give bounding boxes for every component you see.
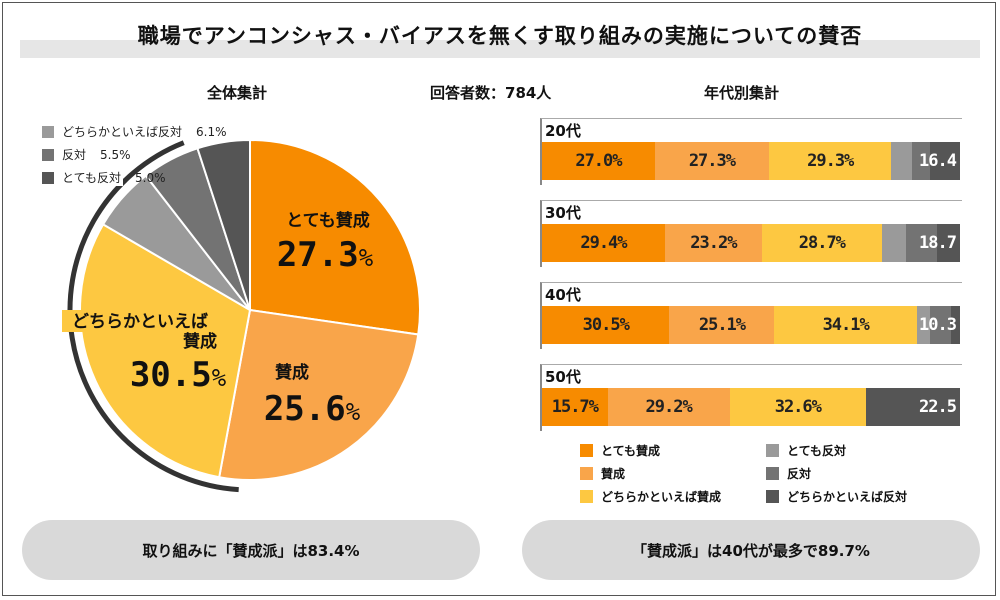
bar-segment: 27.0% — [542, 142, 655, 180]
bar-segment — [936, 224, 960, 262]
bar-legend-swatch — [580, 490, 593, 503]
bar-segment — [865, 388, 960, 426]
age-group-label: 20代 — [545, 122, 581, 140]
pie-label-agree: 賛成 — [275, 362, 309, 383]
bar-segment: 27.3% — [654, 142, 769, 180]
pie-legend-swatch — [42, 148, 54, 161]
pie-legend-swatch — [42, 171, 54, 184]
age-group-label: 50代 — [545, 368, 581, 386]
pie-label-somewhat-agree-line2: 賛成 — [183, 331, 217, 352]
bar-segment — [929, 306, 952, 344]
bar-segment: 30.5% — [542, 306, 670, 344]
pie-slice-very-agree — [249, 138, 421, 336]
age-group-label: 40代 — [545, 286, 581, 304]
stacked-bar: 27.0% 27.3% 29.3% 16.4 — [542, 142, 960, 180]
bar-legend-item: 反対 — [766, 465, 811, 482]
bar-segment — [951, 306, 960, 344]
pie-label-highlight — [62, 310, 220, 332]
title-underline-band — [20, 40, 980, 58]
bar-legend-swatch — [766, 444, 779, 457]
bar-group-bracket — [540, 118, 962, 185]
bar-legend-label: とても賛成 — [601, 444, 661, 458]
bar-segment — [905, 224, 937, 262]
bar-segment — [929, 142, 960, 180]
bar-oppose-total-label: 22.5 — [919, 397, 957, 417]
bar-segment: 29.4% — [542, 224, 665, 262]
bar-legend-label: 反対 — [787, 467, 812, 481]
pie-legend-item: とても反対 5.0% — [42, 166, 227, 189]
pie-label-somewhat-agree-line1: どちらかといえば — [72, 312, 208, 332]
bar-oppose-total-label: 10.3 — [919, 315, 957, 335]
pie-legend-label: 反対 — [60, 146, 89, 163]
pie-legend-value: 5.5% — [100, 147, 131, 162]
bar-legend-swatch — [766, 490, 779, 503]
summary-right: 「賛成派」は40代が最多で89.7% — [522, 520, 980, 580]
pie-legend-label: どちらかといえば反対 — [60, 123, 185, 140]
bar-segment — [881, 224, 906, 262]
respondents-count: 回答者数：784人 — [430, 84, 552, 102]
bar-legend-label: どちらかといえば賛成 — [601, 490, 722, 504]
pie-slice-strongly-oppose — [196, 138, 251, 311]
bar-segment — [891, 142, 912, 180]
summary-left: 取り組みに「賛成派」は83.4% — [22, 520, 480, 580]
pie-legend-label: とても反対 — [60, 169, 124, 186]
stacked-bar: 15.7% 29.2% 32.6% 22.5 — [542, 388, 960, 426]
pie-legend: どちらかといえば反対 6.1% 反対 5.5% とても反対 5.0% — [42, 120, 227, 189]
pie-legend-item: 反対 5.5% — [42, 143, 227, 166]
bar-legend-label: とても反対 — [787, 444, 847, 458]
bar-legend-label: どちらかといえば反対 — [787, 490, 908, 504]
bar-segment: 29.3% — [768, 142, 892, 180]
bar-oppose-total-label: 18.7 — [919, 233, 957, 253]
stacked-bar: 29.4% 23.2% 28.7% 18.7 — [542, 224, 960, 262]
bar-segment: 25.1% — [669, 306, 775, 344]
pie-value-agree: 25.6% — [264, 389, 361, 429]
bar-legend-item: どちらかといえば反対 — [766, 488, 907, 505]
pie-legend-value: 6.1% — [196, 124, 227, 139]
pie-slice-agree — [218, 308, 420, 481]
pie-value-somewhat-agree: 30.5% — [130, 355, 227, 395]
bar-group-bracket — [540, 200, 962, 267]
bar-group-bracket — [540, 282, 962, 349]
bar-segment: 29.2% — [607, 388, 730, 426]
age-group-label: 30代 — [545, 204, 581, 222]
bar-segment: 23.2% — [664, 224, 762, 262]
bar-segment — [911, 142, 930, 180]
bar-legend-swatch — [766, 467, 779, 480]
bar-segment: 28.7% — [761, 224, 882, 262]
bar-legend-item: どちらかといえば賛成 — [580, 488, 721, 505]
pie-slice-somewhat-agree — [79, 223, 252, 479]
pie-value-very-agree: 27.3% — [277, 235, 374, 275]
overall-header: 全体集計 — [207, 84, 268, 102]
pie-legend-swatch — [42, 125, 54, 138]
pie-label-very-agree: とても賛成 — [286, 210, 370, 231]
bar-legend-item: 賛成 — [580, 465, 625, 482]
by-age-header: 年代別集計 — [704, 84, 780, 102]
bar-segment: 15.7% — [542, 388, 608, 426]
bar-legend-label: 賛成 — [601, 467, 626, 481]
bar-segment: 34.1% — [774, 306, 917, 344]
title-band: 職場でアンコンシャス・バイアスを無くす取り組みの実施についての賛否 — [20, 18, 980, 58]
bar-segment — [916, 306, 930, 344]
stacked-bar: 30.5% 25.1% 34.1% 10.3 — [542, 306, 960, 344]
bar-legend-swatch — [580, 467, 593, 480]
bar-legend-item: とても賛成 — [580, 442, 660, 459]
chart-title: 職場でアンコンシャス・バイアスを無くす取り組みの実施についての賛否 — [137, 24, 863, 48]
bar-segment: 32.6% — [729, 388, 866, 426]
pie-legend-value: 5.0% — [135, 170, 166, 185]
bar-legend-item: とても反対 — [766, 442, 846, 459]
bar-oppose-total-label: 16.4 — [919, 151, 957, 171]
bar-legend-swatch — [580, 444, 593, 457]
pie-legend-item: どちらかといえば反対 6.1% — [42, 120, 227, 143]
bar-group-bracket — [540, 364, 962, 431]
